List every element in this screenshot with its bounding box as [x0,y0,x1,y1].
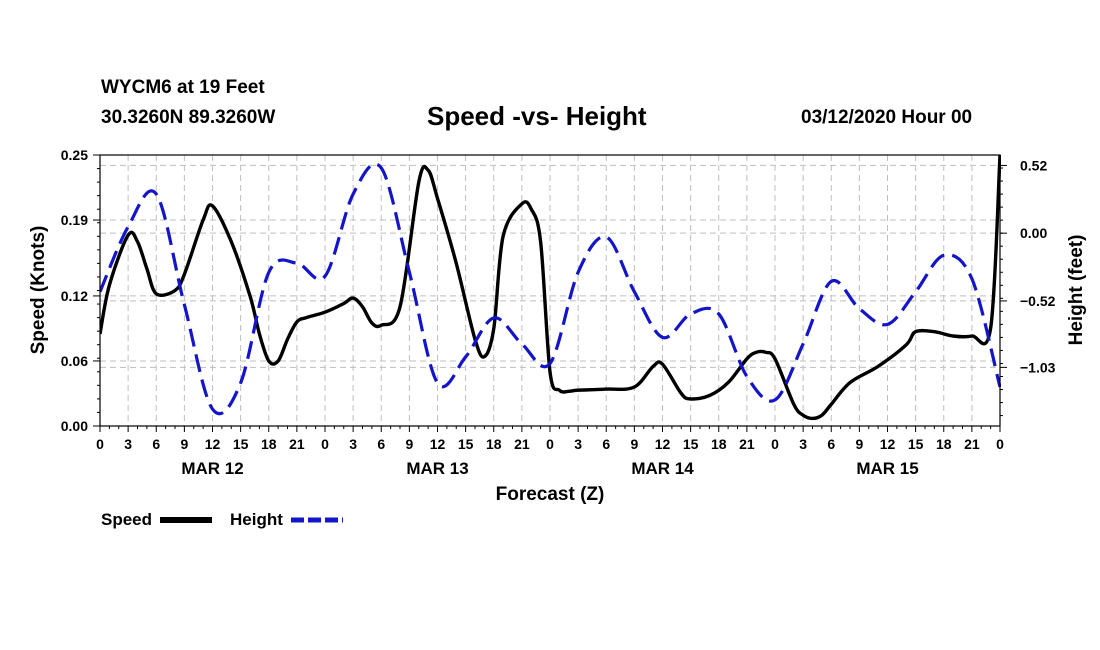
x-tick-label: 21 [514,436,530,452]
x-tick-label: 0 [546,436,554,452]
x-tick-label: 3 [124,436,132,452]
x-tick-label: 15 [683,436,699,452]
x-tick-label: 18 [936,436,952,452]
forecast-date: 03/12/2020 Hour 00 [801,107,973,128]
y-tick-label: 0.19 [61,212,88,228]
tick-labels: 0.00 0.06 0.12 0.19 0.25 0.52 0.00 −0.52 −1.03 0 3… [61,147,1056,478]
y2-tick-label: −0.52 [1020,293,1056,309]
plot-frame [99,154,1001,427]
x-tick-label: 3 [574,436,582,452]
x-tick-label: 3 [349,436,357,452]
x-tick-label: 9 [855,436,863,452]
day-label: MAR 13 [406,459,468,478]
x-tick-label: 0 [771,436,779,452]
speed-series-line [100,154,1001,421]
y2-tick-label: −1.03 [1020,359,1056,375]
x-tick-label: 6 [377,436,385,452]
y-tick-label: 0.25 [61,147,88,163]
station-coords: 30.3260N 89.3260W [101,107,276,128]
x-tick-label: 12 [430,436,446,452]
station-name: WYCM6 at 19 Feet [101,77,265,98]
x-tick-label: 9 [180,436,188,452]
day-label: MAR 15 [856,459,918,478]
x-tick-label: 18 [711,436,727,452]
y-axis-label: Speed (Knots) [28,226,49,355]
series-lines [100,154,1001,421]
legend-speed-label: Speed [101,510,153,529]
x-tick-label: 15 [233,436,249,452]
x-tick-label: 6 [152,436,160,452]
y2-axis-label: Height (feet) [1066,235,1087,346]
x-tick-label: 0 [96,436,104,452]
x-tick-label: 3 [799,436,807,452]
chart-title: Speed -vs- Height [427,101,647,131]
x-tick-label: 12 [880,436,896,452]
x-tick-label: 15 [458,436,474,452]
day-label: MAR 12 [181,459,243,478]
x-tick-label: 0 [996,436,1004,452]
x-tick-label: 0 [321,436,329,452]
y-tick-label: 0.06 [61,353,88,369]
x-tick-label: 9 [630,436,638,452]
x-tick-label: 18 [261,436,277,452]
y2-tick-label: 0.52 [1020,157,1047,173]
x-tick-label: 15 [908,436,924,452]
y-tick-label: 0.00 [61,418,88,434]
x-axis-label: Forecast (Z) [496,484,605,505]
x-tick-label: 21 [964,436,980,452]
x-tick-label: 21 [739,436,755,452]
x-tick-label: 9 [405,436,413,452]
day-label: MAR 14 [631,459,694,478]
x-tick-label: 6 [602,436,610,452]
y2-tick-label: 0.00 [1020,225,1047,241]
x-tick-label: 18 [486,436,502,452]
legend-height-label: Height [230,510,283,529]
y-tick-label: 0.12 [61,288,88,304]
height-series-line [100,162,1001,416]
x-tick-label: 21 [289,436,305,452]
x-tick-label: 12 [205,436,221,452]
x-tick-label: 12 [655,436,671,452]
x-tick-label: 6 [827,436,835,452]
grid [99,154,1001,427]
